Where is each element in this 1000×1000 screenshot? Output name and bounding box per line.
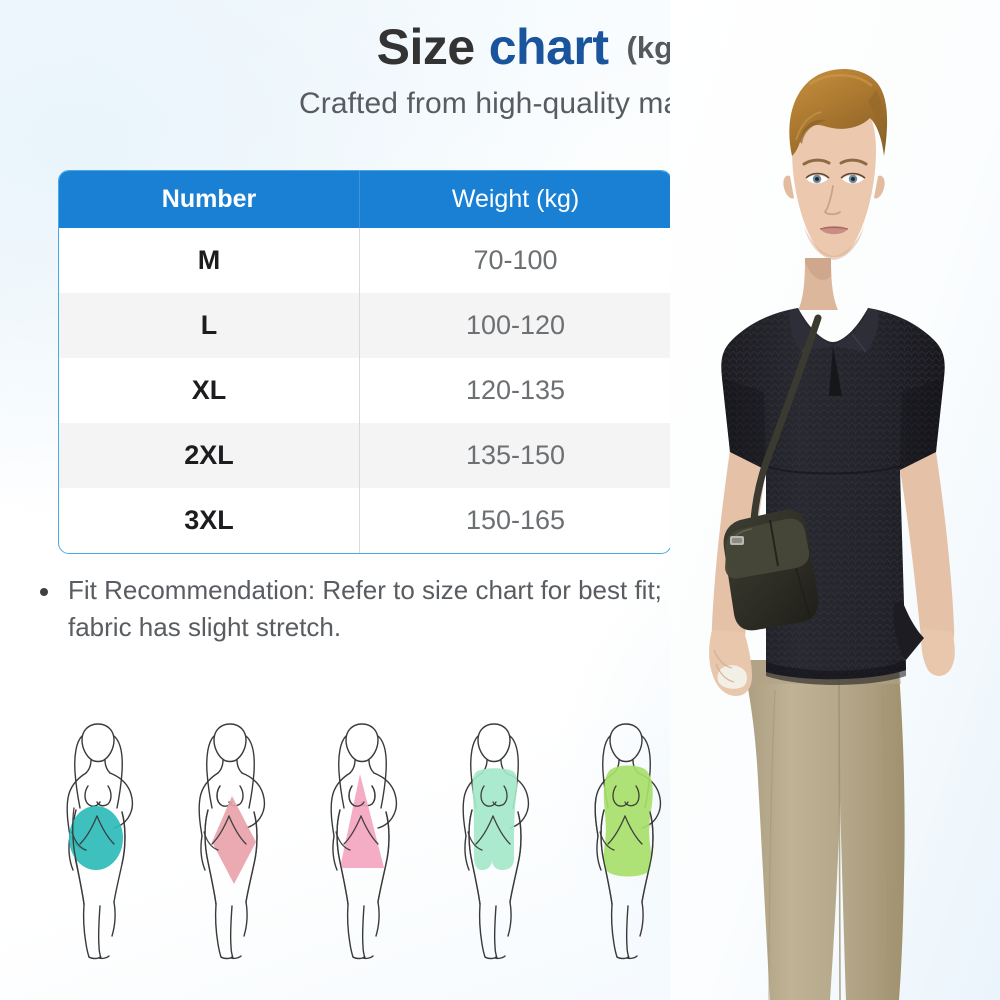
body-shape-figures [42,712,682,960]
table-row[interactable]: M 70-100 [59,228,671,293]
body-figure-apple [42,712,154,960]
title-main-text: Size [376,19,476,75]
cell-size: 3XL [184,505,234,535]
column-header-number: Number [161,185,257,213]
cell-weight: 100-120 [359,293,671,358]
size-table: Number Weight (kg) M 70-100 L 100-120 XL… [58,170,672,554]
body-figure-diamond [174,712,286,960]
page-title: Size chart (kg) [60,22,1000,72]
note-text: Fit Recommendation: Refer to size chart … [68,575,662,642]
cell-size: L [200,310,218,340]
model-product-photo [670,0,1000,1000]
cell-weight: 135-150 [359,423,671,488]
body-figure-triangle [306,712,418,960]
cell-size: M [197,245,221,275]
title-accent-text: chart [488,19,609,75]
cell-size: XL [191,375,227,405]
cell-weight: 120-135 [359,358,671,423]
cell-size: 2XL [184,440,234,470]
table-row[interactable]: XL 120-135 [59,358,671,423]
table-row[interactable]: 2XL 135-150 [59,423,671,488]
fit-recommendation-note: Fit Recommendation: Refer to size chart … [40,572,680,646]
body-figure-rectangle [438,712,550,960]
table-row[interactable]: L 100-120 [59,293,671,358]
cell-weight: 70-100 [359,228,671,293]
bullet-icon [40,588,48,596]
cell-weight: 150-165 [359,488,671,553]
table-header-row: Number Weight (kg) [59,171,671,228]
table-row[interactable]: 3XL 150-165 [59,488,671,553]
body-figure-hourglass [570,712,682,960]
column-header-weight: Weight (kg) [359,171,671,228]
